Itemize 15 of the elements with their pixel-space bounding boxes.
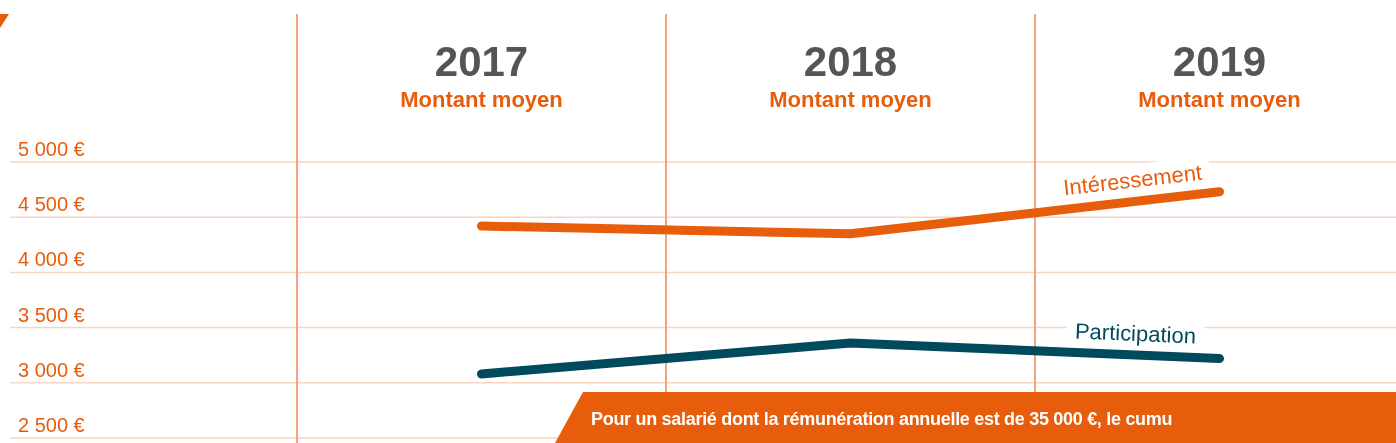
y-tick-label: 2 500 € [18,414,85,436]
text: Montant moyen [400,87,563,112]
text: Montant moyen [769,87,932,112]
text: Intéressement [1061,159,1204,201]
y-tick-label: 4 000 € [18,248,85,271]
y-tick-label: 3 000 € [18,358,85,381]
x-tick-label: 2017 [434,38,529,85]
y-tick-label: 4 500 € [18,193,85,216]
x-tick-label: 2018 [803,38,898,85]
annotation: Pour un salarié dont la rémunération annuelle est de 35 000 €, le cumu [591,409,1173,430]
text: Montant moyen [1138,87,1301,112]
x-tick-label: 2019 [1172,38,1267,85]
y-tick-label: 5 000 € [18,138,85,160]
y-tick-label: 3 500 € [18,303,85,326]
series-label: Participation [1074,318,1197,349]
